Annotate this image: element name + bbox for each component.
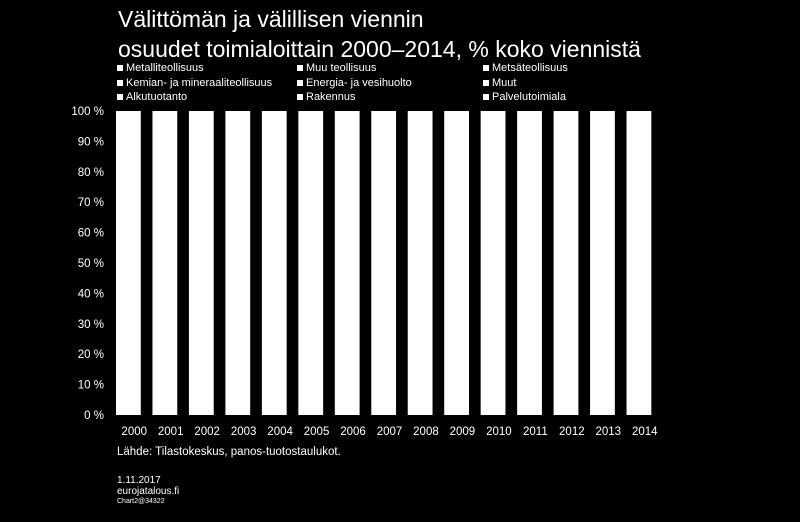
chart-legend: Metalliteollisuus Muu teollisuus Metsäte…	[117, 61, 663, 105]
bar-2004	[261, 111, 287, 415]
y-tick-label: 30 %	[78, 319, 104, 331]
bar-2003	[225, 111, 251, 415]
x-tick-label: 2007	[377, 426, 403, 438]
legend-label: Alkutuotanto	[126, 91, 188, 103]
x-tick-label: 2010	[486, 426, 512, 438]
y-tick-label: 10 %	[78, 380, 104, 392]
x-tick-label: 2009	[450, 426, 476, 438]
x-tick-label: 2000	[121, 426, 147, 438]
y-tick-label: 70 %	[78, 197, 104, 209]
source-note: Lähde: Tilastokeskus, panos-tuotostauluk…	[117, 446, 341, 458]
legend-label: Rakennus	[306, 91, 356, 103]
legend-swatch	[297, 94, 303, 101]
bar-2012	[553, 111, 579, 415]
legend-swatch	[297, 65, 303, 72]
legend-label: Metsäteollisuus	[492, 62, 568, 74]
x-tick-label: 2001	[158, 426, 184, 438]
legend-swatch	[117, 65, 123, 72]
y-tick-label: 50 %	[78, 258, 104, 270]
bar-2000	[116, 111, 141, 415]
y-tick-label: 60 %	[78, 228, 104, 240]
x-tick-label: 2008	[413, 426, 439, 438]
chart-title: Välittömän ja välillisen viennin osuudet…	[118, 4, 641, 64]
footer-date: 1.11.2017	[117, 475, 161, 486]
bar-2005	[298, 111, 324, 415]
y-tick-label: 0 %	[84, 410, 104, 422]
legend-item-alkutuotanto: Alkutuotanto	[117, 90, 297, 105]
bar-2006	[334, 111, 360, 415]
legend-item-energia: Energia- ja vesihuolto	[297, 76, 483, 91]
x-tick-label: 2004	[267, 426, 293, 438]
chart-title-line1: Välittömän ja välillisen viennin	[118, 6, 424, 32]
legend-item-muut: Muut	[483, 76, 663, 91]
legend-item-muu-teollisuus: Muu teollisuus	[297, 61, 483, 76]
y-tick-label: 40 %	[78, 288, 104, 300]
y-tick-label: 100 %	[71, 106, 104, 118]
chart-title-line2: osuudet toimialoittain 2000–2014, % koko…	[118, 36, 641, 62]
x-tick-label: 2011	[523, 426, 548, 438]
legend-item-kemian-teollisuus: Kemian- ja mineraaliteollisuus	[117, 76, 297, 91]
legend-swatch	[117, 79, 123, 86]
x-tick-label: 2013	[596, 426, 622, 438]
legend-swatch	[483, 65, 489, 72]
legend-label: Muu teollisuus	[306, 62, 377, 74]
y-tick-label: 20 %	[78, 349, 104, 361]
bar-2001	[152, 111, 178, 415]
legend-item-metsateollisuus: Metsäteollisuus	[483, 61, 663, 76]
legend-label: Muut	[492, 76, 517, 89]
legend-item-rakennus: Rakennus	[297, 90, 483, 105]
bar-2011	[517, 111, 542, 415]
legend-label: Kemian- ja mineraaliteollisuus	[126, 76, 273, 89]
bar-2014	[626, 111, 652, 415]
legend-swatch	[483, 79, 489, 86]
footer-chart-id: Chart2@34322	[117, 498, 165, 505]
bar-2013	[590, 111, 615, 415]
x-tick-label: 2012	[559, 426, 585, 438]
x-tick-label: 2006	[340, 426, 366, 438]
legend-item-metalliteollisuus: Metalliteollisuus	[117, 61, 297, 76]
x-tick-label: 2003	[231, 426, 257, 438]
legend-swatch	[483, 94, 489, 101]
legend-swatch	[297, 79, 303, 86]
bar-2010	[480, 111, 506, 415]
x-tick-label: 2014	[632, 426, 658, 438]
bar-2002	[188, 111, 214, 415]
x-tick-label: 2005	[304, 426, 330, 438]
legend-swatch	[117, 94, 123, 101]
legend-label: Metalliteollisuus	[126, 62, 204, 74]
y-tick-label: 80 %	[78, 167, 104, 179]
bar-2009	[444, 111, 469, 415]
bar-2007	[371, 111, 397, 415]
footer-site: eurojatalous.fi	[117, 486, 180, 497]
x-tick-label: 2002	[194, 426, 220, 438]
footer: 1.11.2017 eurojatalous.fi Chart2@34322	[117, 475, 179, 506]
bar-2008	[407, 111, 433, 415]
legend-label: Energia- ja vesihuolto	[306, 76, 412, 89]
legend-item-palvelutoimiala: Palvelutoimiala	[483, 90, 663, 105]
legend-label: Palvelutoimiala	[492, 91, 566, 103]
y-tick-label: 90 %	[78, 136, 104, 148]
